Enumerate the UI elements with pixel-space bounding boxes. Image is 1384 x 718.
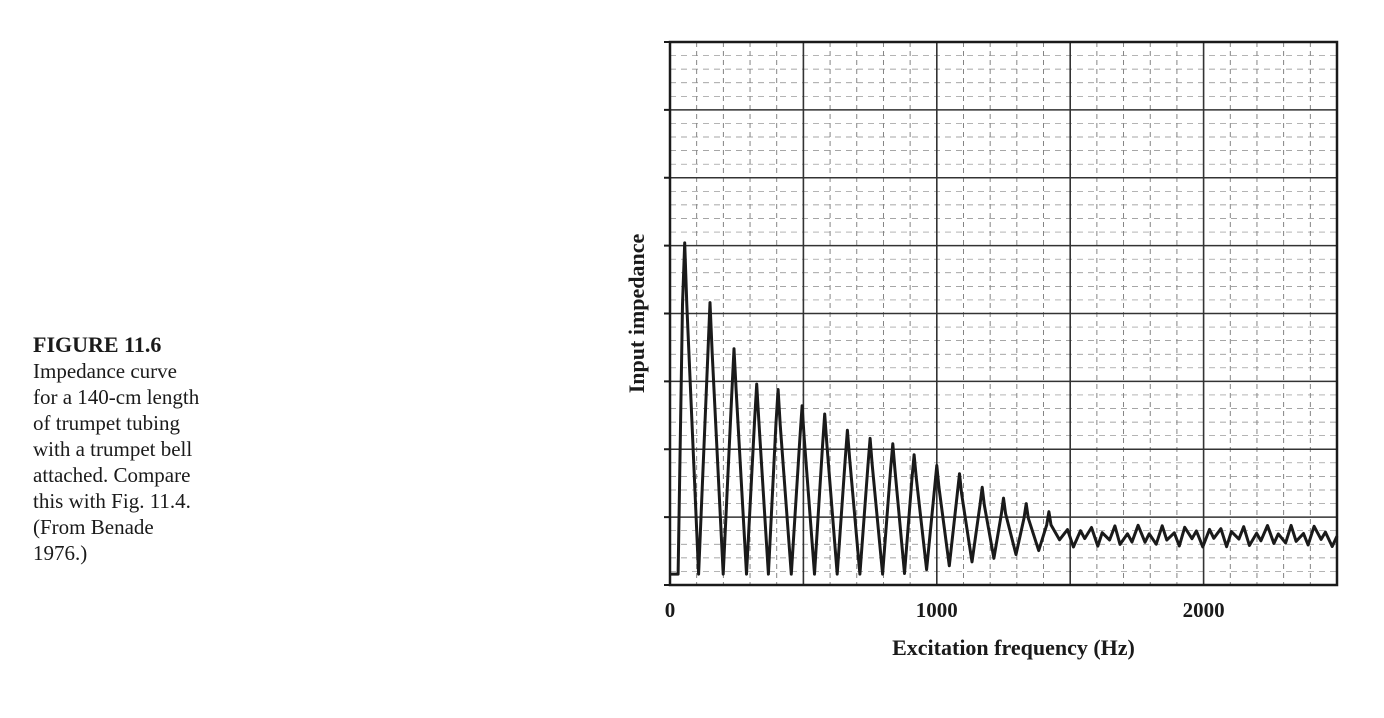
x-tick-label: 1000 [916, 598, 958, 622]
x-tick-label: 0 [665, 598, 676, 622]
x-tick-label: 2000 [1183, 598, 1225, 622]
y-axis-label: Input impedance [624, 234, 649, 394]
x-axis-label: Excitation frequency (Hz) [892, 635, 1135, 660]
impedance-series-line [670, 241, 1339, 576]
x-axis-tick-labels: 0 1000 2000 [665, 598, 1225, 622]
impedance-chart: 0 1000 2000 Excitation frequency (Hz) Inpu… [600, 20, 1360, 710]
figure-label: FIGURE 11.6 [33, 332, 162, 357]
figure-caption: FIGURE 11.6 Impedance curve for a 140-cm… [33, 332, 303, 566]
caption-text: Impedance curve for a 140-cm length of t… [33, 359, 200, 565]
y-axis-ticks [664, 41, 670, 586]
chart-svg: 0 1000 2000 Excitation frequency (Hz) Inpu… [624, 40, 1339, 660]
